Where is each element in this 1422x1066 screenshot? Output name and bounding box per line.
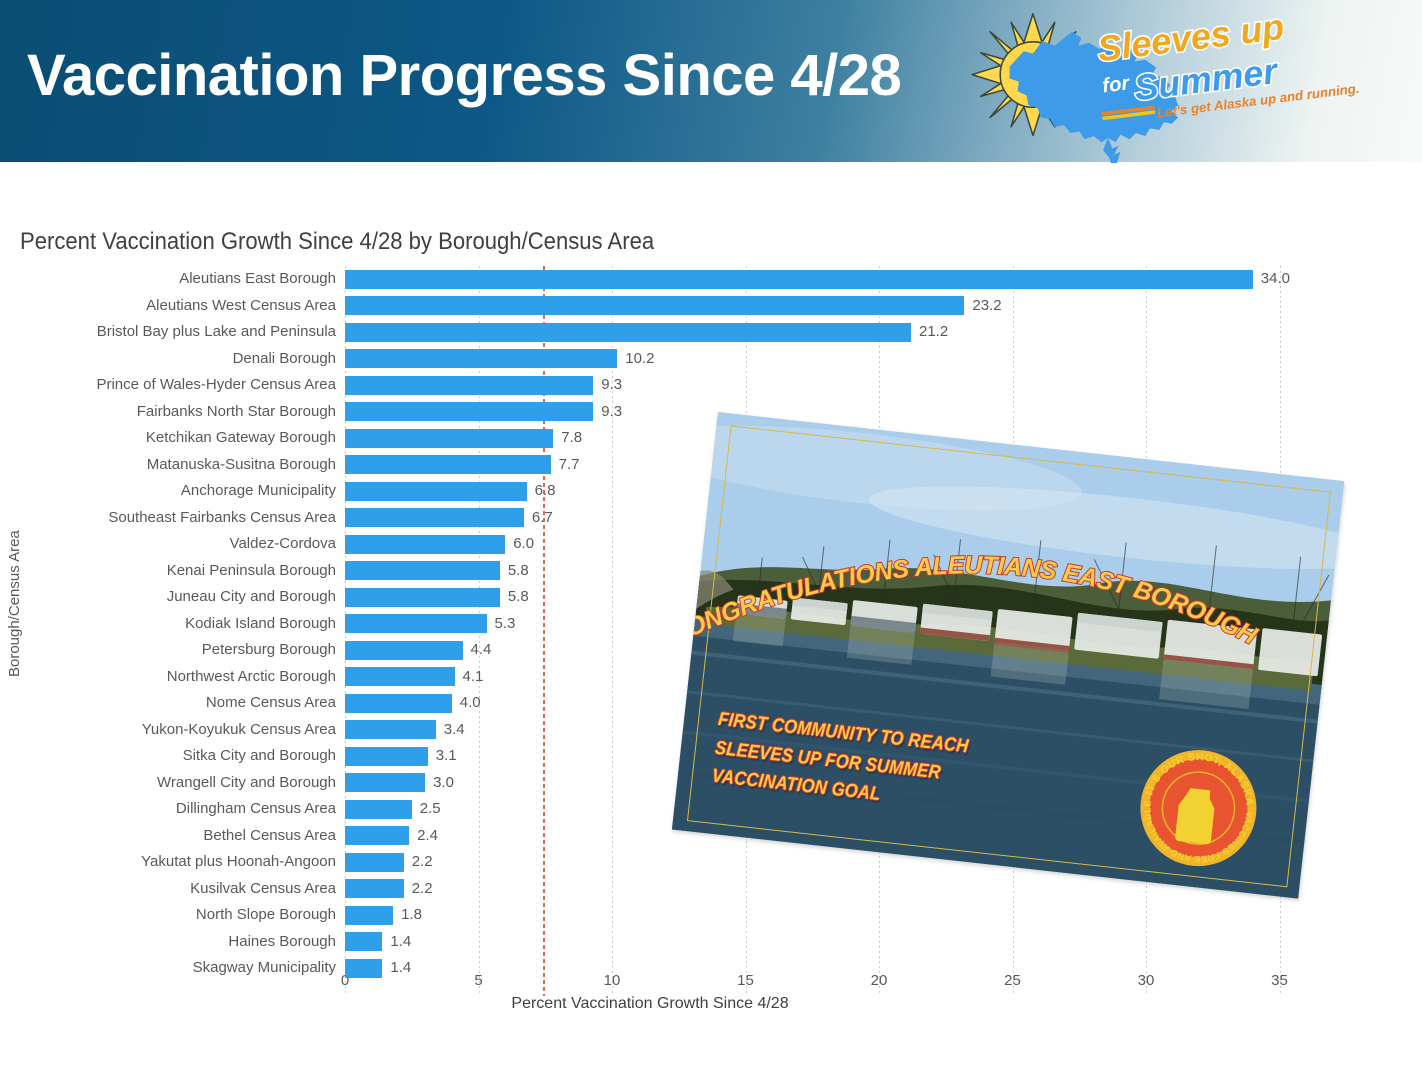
svg-text:for: for [1101,72,1132,97]
svg-text:CONGRATULATIONS ALEUTIANS EAST: CONGRATULATIONS ALEUTIANS EAST BOROUGH [672,515,1267,713]
